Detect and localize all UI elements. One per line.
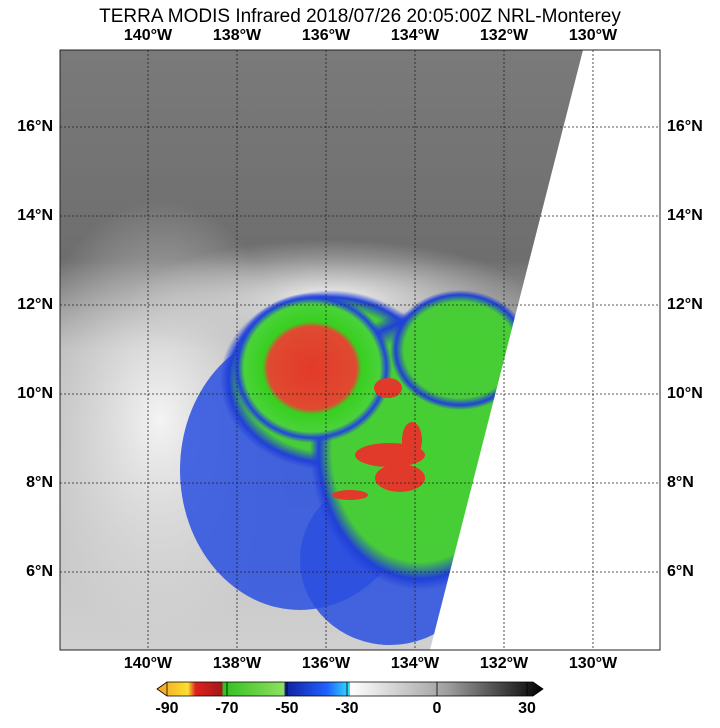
lon-label-bottom: 130°W [569, 655, 618, 672]
colorbar-tick-label: 30 [518, 700, 536, 717]
lon-label-top: 136°W [302, 27, 351, 44]
colorbar-tick-label: -30 [335, 700, 358, 717]
colorbar-tick-label: -70 [215, 700, 238, 717]
lon-label-top: 130°W [569, 27, 618, 44]
colorbar-ticks: -90 -70 -50 -30 0 30 [155, 682, 536, 717]
lat-label-left: 10°N [17, 385, 53, 402]
lon-label-top: 140°W [124, 27, 173, 44]
lat-label-right: 14°N [667, 207, 703, 224]
lat-label-right: 10°N [667, 385, 703, 402]
lon-label-bottom: 136°W [302, 655, 351, 672]
lat-label-left: 6°N [26, 563, 53, 580]
colorbar-tick-label: -50 [275, 700, 298, 717]
lat-label-left: 8°N [26, 474, 53, 491]
colorbar [156, 681, 544, 697]
lat-label-right: 16°N [667, 118, 703, 135]
lat-label-right: 8°N [667, 474, 694, 491]
lat-label-left: 16°N [17, 118, 53, 135]
map-frame [59, 49, 661, 651]
lon-label-bottom: 138°W [213, 655, 262, 672]
lat-label-right: 12°N [667, 296, 703, 313]
lon-label-bottom: 134°W [391, 655, 440, 672]
lon-label-bottom: 132°W [480, 655, 529, 672]
colorbar-tick-label: -90 [155, 700, 178, 717]
lat-label-right: 6°N [667, 563, 694, 580]
lon-label-top: 132°W [480, 27, 529, 44]
colorbar-tick-label: 0 [433, 700, 442, 717]
labels: 140°W 140°W 138°W 138°W 136°W 136°W 134°W 134°W… [17, 27, 703, 672]
title: TERRA MODIS Infrared 2018/07/26 20:05:00… [99, 6, 621, 27]
lat-label-left: 12°N [17, 296, 53, 313]
lon-label-top: 138°W [213, 27, 262, 44]
lon-label-bottom: 140°W [124, 655, 173, 672]
lat-label-left: 14°N [17, 207, 53, 224]
graticule [60, 50, 660, 650]
imagery [60, 50, 660, 650]
lon-label-top: 134°W [391, 27, 440, 44]
